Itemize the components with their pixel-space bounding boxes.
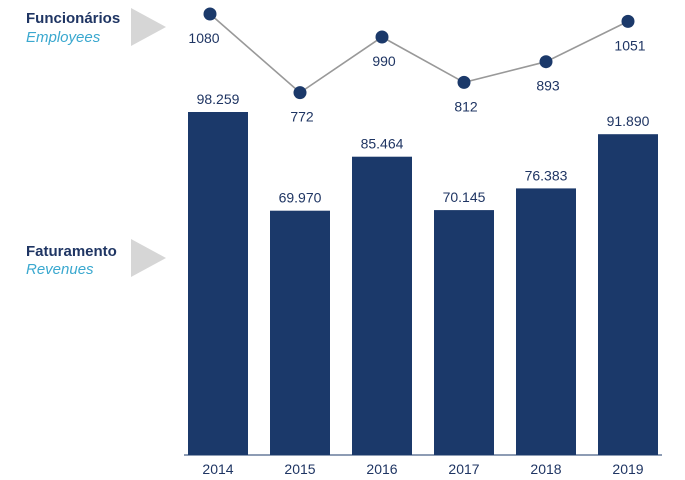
bar-2019	[598, 134, 658, 455]
x-tick-2018: 2018	[530, 461, 561, 477]
bar-label-2016: 85.464	[361, 136, 404, 152]
x-tick-2015: 2015	[284, 461, 315, 477]
employees-line	[209, 13, 629, 94]
x-tick-2016: 2016	[366, 461, 397, 477]
employees-point-2014	[203, 7, 217, 21]
legend-revenues: Faturamento Revenues	[26, 239, 166, 278]
labels-layer: 98.259 69.970 85.464 70.145 76.383 91.890 1080…	[188, 30, 649, 206]
legend-revenues-label-pt: Faturamento	[26, 243, 117, 260]
bar-2014	[188, 112, 248, 455]
triangle-arrow-icon	[131, 239, 166, 277]
employees-label-2017: 812	[454, 98, 478, 114]
employees-point-2016	[375, 30, 389, 44]
bar-label-2015: 69.970	[279, 190, 322, 206]
legend-employees-label-en: Employees	[26, 29, 101, 46]
bar-2017	[434, 210, 494, 455]
x-tick-2017: 2017	[448, 461, 479, 477]
bar-2018	[516, 188, 576, 455]
x-axis-ticks: 2014 2015 2016 2017 2018 2019	[202, 461, 643, 477]
legend-employees: Funcionários Employees	[26, 8, 166, 46]
bar-2016	[352, 156, 412, 455]
bar-label-2018: 76.383	[525, 167, 568, 183]
employees-label-2018: 893	[536, 78, 560, 94]
employees-label-2014: 1080	[188, 30, 219, 46]
employees-label-2019: 1051	[614, 37, 645, 53]
employees-point-2017	[457, 75, 471, 89]
bar-2015	[270, 210, 330, 455]
legend-employees-label-pt: Funcionários	[26, 10, 120, 27]
x-tick-2014: 2014	[202, 461, 233, 477]
bar-label-2014: 98.259	[197, 91, 240, 107]
bar-label-2017: 70.145	[443, 189, 486, 205]
line-layer	[203, 7, 635, 100]
employees-label-2016: 990	[372, 53, 396, 69]
employees-point-2015	[293, 86, 307, 100]
triangle-arrow-icon	[131, 8, 166, 46]
employees-point-2019	[621, 14, 635, 28]
x-tick-2019: 2019	[612, 461, 643, 477]
bar-label-2019: 91.890	[607, 113, 650, 129]
bars-layer	[184, 112, 662, 456]
legend-revenues-label-en: Revenues	[26, 261, 94, 278]
employees-point-2018	[539, 55, 553, 69]
employees-label-2015: 772	[290, 109, 314, 125]
